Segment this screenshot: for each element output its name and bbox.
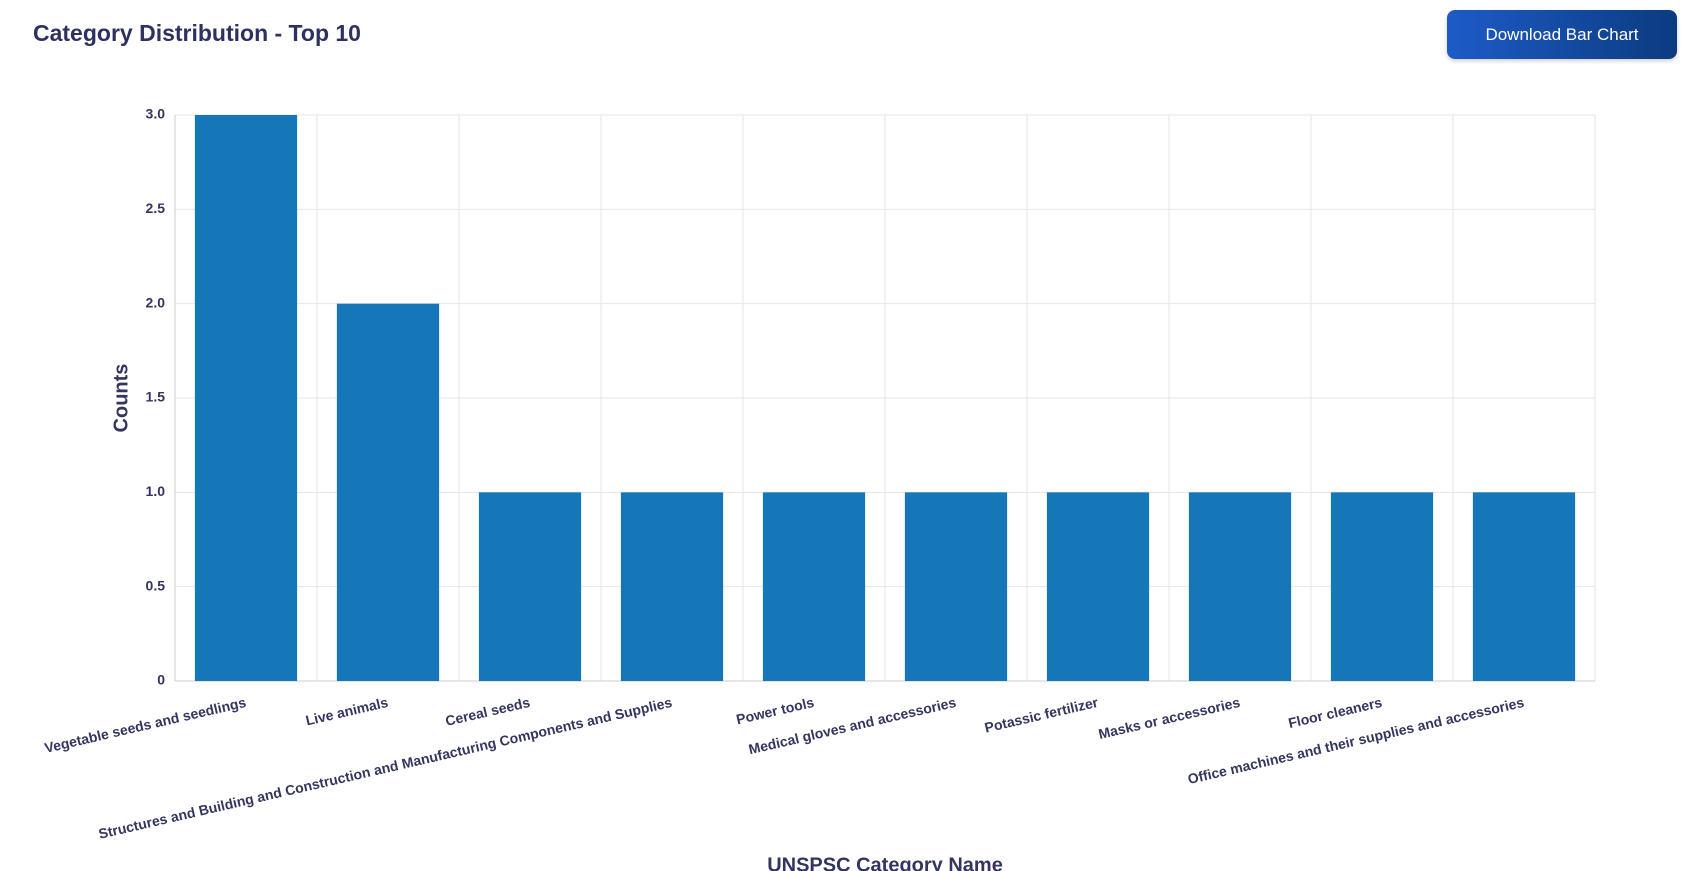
y-tick-label: 2.5 bbox=[146, 200, 166, 216]
bar bbox=[478, 492, 582, 681]
bar bbox=[194, 115, 298, 681]
bar bbox=[904, 492, 1008, 681]
x-tick-label: Masks or accessories bbox=[1097, 694, 1242, 742]
download-button[interactable]: Download Bar Chart bbox=[1447, 10, 1677, 59]
bar bbox=[336, 303, 440, 681]
x-axis-title: UNSPSC Category Name bbox=[767, 854, 1003, 871]
bar bbox=[1046, 492, 1150, 681]
y-axis-title: Counts bbox=[110, 364, 132, 433]
x-tick-label: Floor cleaners bbox=[1287, 694, 1384, 731]
y-tick-label: 0 bbox=[157, 672, 165, 688]
y-tick-label: 1.5 bbox=[146, 389, 166, 405]
x-tick-label: Cereal seeds bbox=[444, 694, 532, 729]
y-tick-label: 2.0 bbox=[146, 294, 166, 310]
x-tick-label: Vegetable seeds and seedlings bbox=[43, 694, 248, 756]
y-tick-label: 0.5 bbox=[146, 577, 166, 593]
chart-title: Category Distribution - Top 10 bbox=[33, 20, 361, 46]
x-tick-label: Live animals bbox=[304, 694, 390, 729]
y-tick-label: 3.0 bbox=[146, 106, 166, 122]
x-tick-label: Potassic fertilizer bbox=[983, 694, 1100, 736]
y-tick-label: 1.0 bbox=[146, 483, 166, 499]
bar bbox=[762, 492, 866, 681]
x-tick-label: Power tools bbox=[735, 694, 816, 727]
bar bbox=[620, 492, 724, 681]
bar bbox=[1472, 492, 1576, 681]
bar bbox=[1188, 492, 1292, 681]
bar bbox=[1330, 492, 1434, 681]
